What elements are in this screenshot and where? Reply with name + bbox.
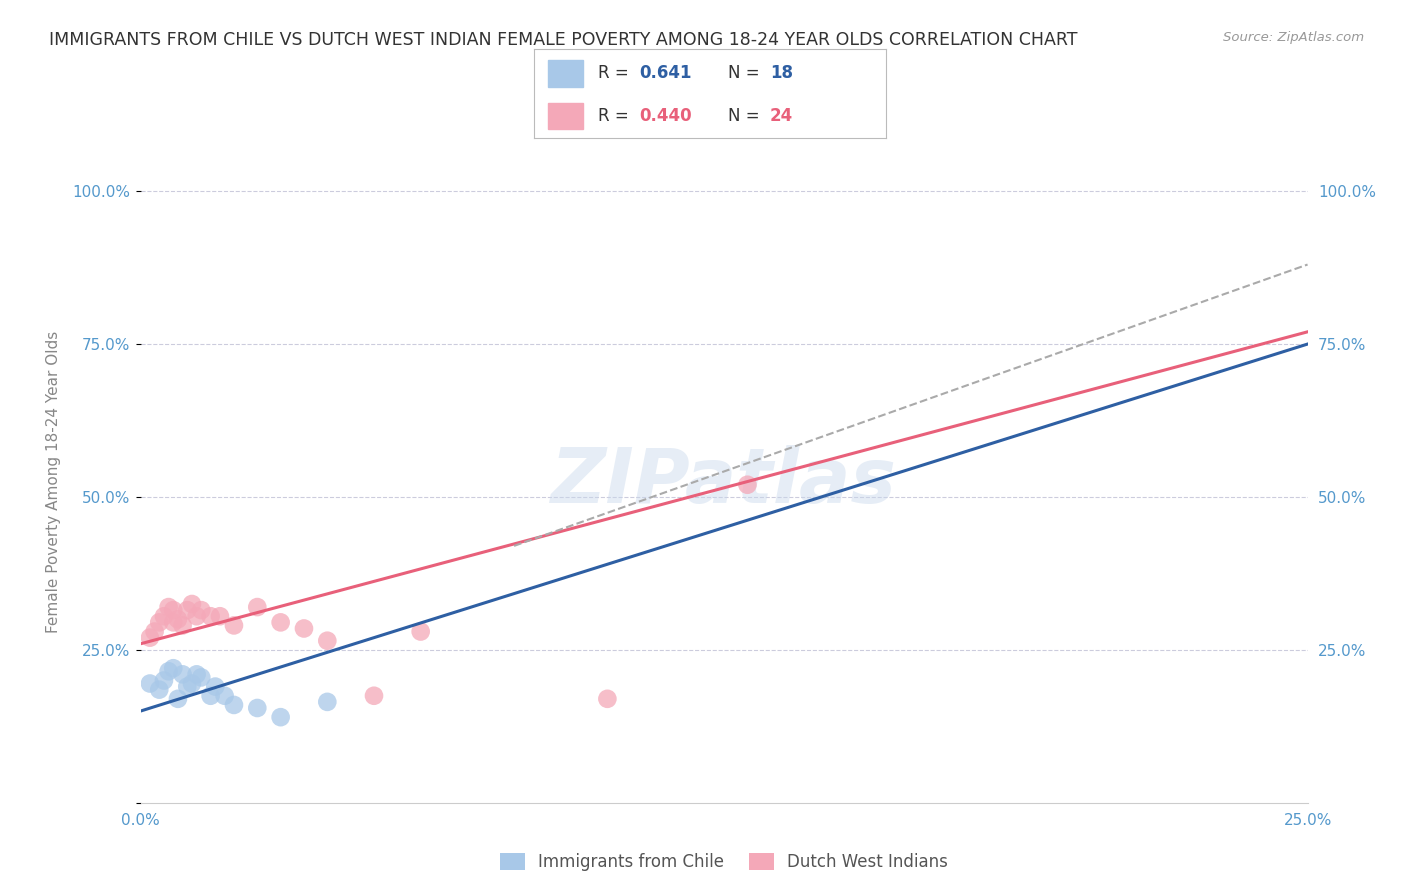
Point [139,631,162,645]
Text: 0.440: 0.440 [640,107,692,125]
Point [186,609,208,624]
Point [316,695,339,709]
Point [200,609,222,624]
Text: R =: R = [598,107,634,125]
Point [246,600,269,615]
Text: IMMIGRANTS FROM CHILE VS DUTCH WEST INDIAN FEMALE POVERTY AMONG 18-24 YEAR OLDS : IMMIGRANTS FROM CHILE VS DUTCH WEST INDI… [49,31,1078,49]
Point [270,710,292,724]
Text: ZIPatlas: ZIPatlas [551,445,897,518]
Legend: Immigrants from Chile, Dutch West Indians: Immigrants from Chile, Dutch West Indian… [494,847,955,878]
Point [143,624,166,639]
Point [181,676,204,690]
Point [222,618,245,632]
Text: Source: ZipAtlas.com: Source: ZipAtlas.com [1223,31,1364,45]
Point [270,615,292,630]
Point [162,603,184,617]
Point [222,698,245,712]
Point [186,667,208,681]
Text: N =: N = [728,107,765,125]
Text: 18: 18 [770,64,793,82]
Bar [548,103,583,129]
Point [148,682,170,697]
Point [246,701,269,715]
Point [292,622,315,636]
Point [737,477,759,491]
Text: R =: R = [598,64,634,82]
Point [167,612,190,626]
Point [190,603,212,617]
Point [181,597,204,611]
Point [139,676,162,690]
Point [204,680,226,694]
Point [162,615,184,630]
Bar [548,60,583,87]
Y-axis label: Female Poverty Among 18-24 Year Olds: Female Poverty Among 18-24 Year Olds [46,331,60,632]
Point [316,633,339,648]
Point [363,689,385,703]
Point [409,624,432,639]
Point [153,673,176,688]
Text: 0.641: 0.641 [640,64,692,82]
Point [208,609,231,624]
Point [190,670,212,684]
Point [200,689,222,703]
Point [157,600,180,615]
Point [176,680,198,694]
Text: 24: 24 [770,107,793,125]
Point [167,691,190,706]
Point [176,603,198,617]
Point [162,661,184,675]
Text: N =: N = [728,64,765,82]
Point [157,665,180,679]
Point [153,609,176,624]
Point [214,689,236,703]
Point [172,618,194,632]
Point [172,667,194,681]
Point [596,691,619,706]
Point [148,615,170,630]
